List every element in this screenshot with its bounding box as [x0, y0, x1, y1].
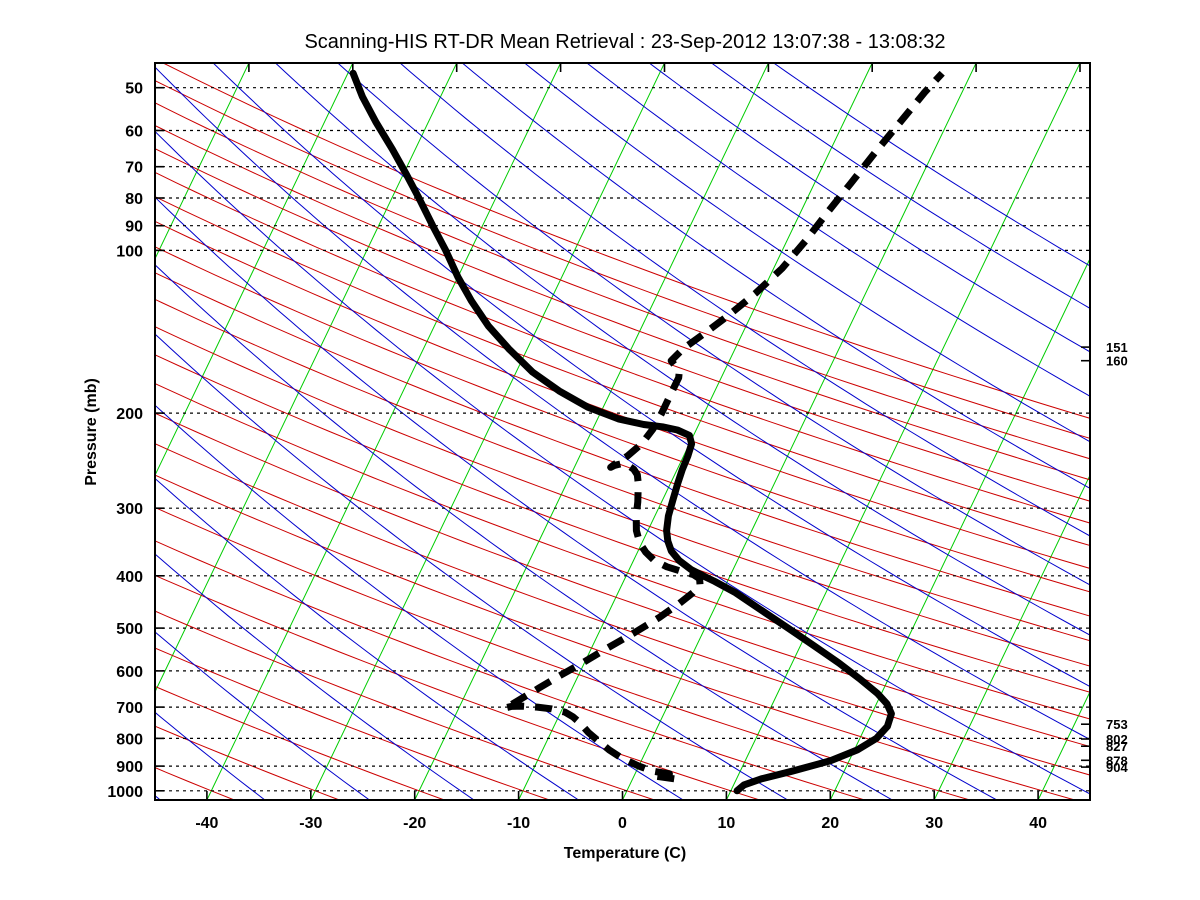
right-axis-tick-label: 827 [1106, 739, 1128, 754]
pressure-tick-label: 1000 [107, 784, 143, 801]
temperature-tick-label: -30 [299, 815, 322, 832]
pressure-gridlines [155, 87, 1090, 792]
y-axis-title: Pressure (mb) [83, 378, 100, 486]
temperature-tick-label: 40 [1029, 815, 1047, 832]
pressure-tick-label: 80 [125, 191, 143, 208]
pressure-tick-label: 600 [116, 664, 143, 681]
pressure-tick-labels: 50 60 70 80 90 100 200 300 400 500 600 700 800 900 100… [107, 81, 143, 801]
temperature-tick-label: 30 [925, 815, 943, 832]
temperature-tick-label: 0 [618, 815, 627, 832]
right-axis-tick-label: 878 [1106, 753, 1128, 768]
pressure-tick-label: 500 [116, 621, 143, 638]
profile-curves [349, 69, 945, 795]
axis-tick-marks [155, 63, 1090, 800]
pressure-tick-label: 300 [116, 501, 143, 518]
pressure-tick-label: 800 [116, 731, 143, 748]
temperature-profile-line [349, 69, 895, 795]
pressure-tick-label: 400 [116, 569, 143, 586]
pressure-tick-label: 50 [125, 81, 143, 98]
pressure-tick-label: 900 [116, 759, 143, 776]
plot-frame [154, 62, 1091, 801]
temperature-tick-label: -40 [195, 815, 218, 832]
temperature-tick-labels: -40 -30 -20 -10 0 10 20 30 40 [195, 815, 1047, 832]
pressure-tick-label: 70 [125, 160, 143, 177]
isotherm-lines [155, 63, 1090, 800]
dry-adiabat-lines [155, 63, 1090, 800]
right-axis-tick-label: 802 [1106, 732, 1128, 747]
pressure-tick-label: 90 [125, 219, 143, 236]
dewpoint-profile-line [501, 70, 945, 783]
right-axis-tick-label: 753 [1106, 717, 1128, 732]
x-axis-title: Temperature (C) [564, 845, 686, 862]
right-axis-tick-label: 904 [1106, 760, 1128, 775]
right-axis-tick-label: 160 [1106, 354, 1128, 369]
pressure-tick-label: 200 [116, 406, 143, 423]
right-axis-tick-label: 151 [1106, 340, 1128, 355]
temperature-tick-label: 10 [718, 815, 736, 832]
pressure-tick-label: 700 [116, 700, 143, 717]
temperature-tick-label: -10 [507, 815, 530, 832]
temperature-tick-label: 20 [821, 815, 839, 832]
temperature-tick-label: -20 [403, 815, 426, 832]
pressure-tick-label: 100 [116, 243, 143, 260]
background-grid-lines [155, 63, 1090, 800]
chart-title: Scanning-HIS RT-DR Mean Retrieval : 23-S… [304, 31, 945, 53]
pressure-tick-label: 60 [125, 124, 143, 141]
